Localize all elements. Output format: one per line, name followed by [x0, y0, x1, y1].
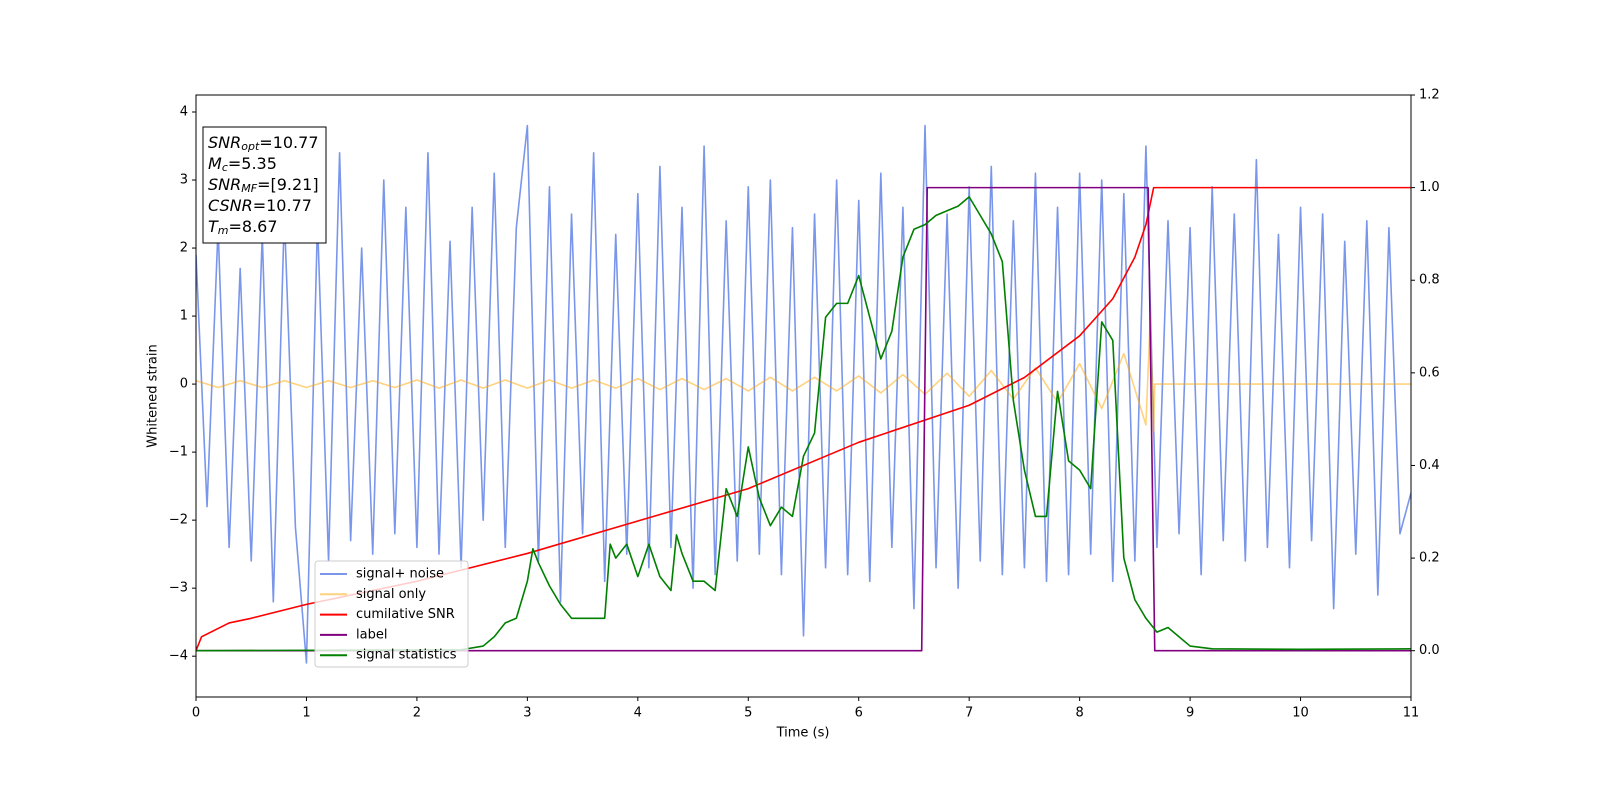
y2-tick-label: 0.8	[1419, 273, 1440, 288]
x-tick-label: 3	[523, 706, 531, 721]
stats-line: SNRMF=[9.21]	[208, 175, 319, 196]
y-tick-label: −2	[169, 513, 188, 528]
y-tick-label: −4	[169, 649, 188, 664]
x-tick-label: 6	[855, 706, 863, 721]
y2-tick-label: 0.6	[1419, 365, 1440, 380]
stats-value: =5.35	[228, 154, 277, 173]
stats-value: =8.67	[229, 217, 278, 236]
x-tick-label: 5	[744, 706, 752, 721]
y-tick-label: 2	[180, 241, 188, 256]
legend-label: signal+ noise	[356, 567, 444, 582]
stats-name: T	[208, 217, 219, 236]
stats-value: =[9.21]	[257, 175, 319, 194]
x-tick-label: 7	[965, 706, 973, 721]
y2-tick-label: 0.4	[1419, 458, 1440, 473]
stats-sub: m	[218, 224, 229, 237]
stats-name: SNR	[208, 175, 241, 194]
y2-tick-label: 0.0	[1419, 643, 1440, 658]
legend-label: label	[356, 627, 387, 642]
series-line	[196, 186, 1411, 652]
stats-line: SNRopt=10.77	[208, 133, 319, 154]
y-tick-label: 0	[180, 377, 188, 392]
y2-tick-label: 0.2	[1419, 551, 1440, 566]
legend-label: cumilative SNR	[356, 607, 455, 622]
y-axis-label: Whitened strain	[146, 344, 161, 447]
x-axis-label: Time (s)	[776, 726, 830, 741]
stats-value: =10.77	[259, 133, 318, 152]
y2-tick-label: 1.2	[1419, 88, 1440, 103]
series-line	[196, 124, 1411, 664]
x-tick-label: 4	[634, 706, 642, 721]
stats-line: Mc=5.35	[208, 154, 277, 175]
x-tick-label: 10	[1292, 706, 1309, 721]
series-line	[196, 315, 1411, 433]
stats-sub: c	[222, 161, 228, 174]
y-tick-label: 4	[180, 105, 188, 120]
legend: signal+ noise signal only cumilative SNR la…	[314, 560, 469, 668]
legend-label: signal only	[356, 587, 426, 602]
x-tick-label: 9	[1186, 706, 1194, 721]
x-tick-label: 2	[413, 706, 421, 721]
plot-frame	[195, 94, 1412, 698]
stats-name: M	[208, 154, 222, 173]
stats-value: =10.77	[253, 196, 312, 215]
legend-frame	[314, 560, 469, 668]
stats-sub: opt	[241, 140, 260, 153]
plot-lines	[196, 124, 1411, 664]
y-tick-label: 3	[180, 173, 188, 188]
stats-name: CSNR	[208, 196, 253, 215]
x-tick-label: 11	[1403, 706, 1420, 721]
stats-name: SNR	[208, 133, 241, 152]
x-tick-label: 8	[1075, 706, 1083, 721]
series-line	[196, 196, 1411, 652]
stats-line: Tm=8.67	[208, 217, 278, 238]
stats-line: CSNR=10.77	[208, 196, 312, 215]
stats-box: SNRopt=10.77Mc=5.35SNRMF=[9.21]CSNR=10.7…	[202, 126, 327, 244]
x-tick-label: 1	[302, 706, 310, 721]
x-tick-label: 0	[192, 706, 200, 721]
stats-frame	[202, 126, 327, 244]
y-tick-label: −1	[169, 445, 188, 460]
series-line	[196, 186, 1411, 651]
legend-label: signal statistics	[356, 648, 457, 663]
y-tick-label: −3	[169, 581, 188, 596]
stats-sub: MF	[241, 182, 257, 195]
y2-tick-label: 1.0	[1419, 180, 1440, 195]
y-tick-label: 1	[180, 309, 188, 324]
